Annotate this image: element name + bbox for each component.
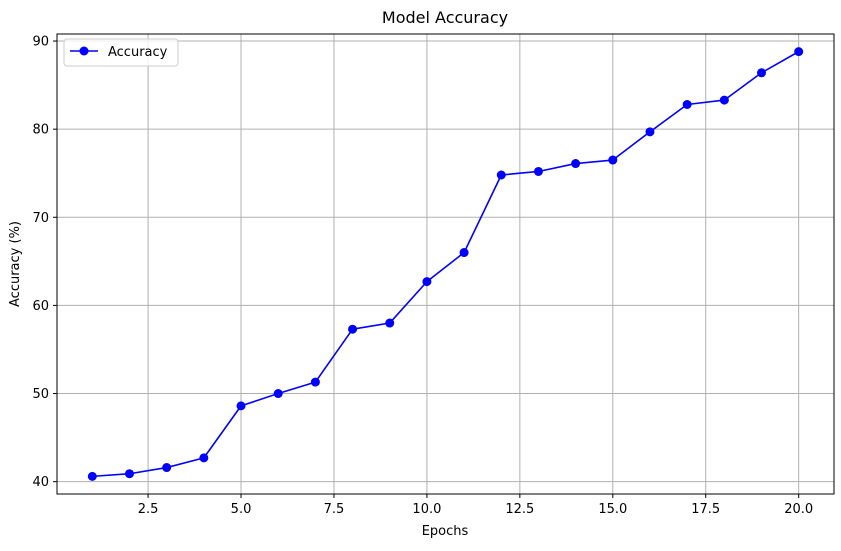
legend-marker	[79, 46, 89, 56]
y-tick-label: 90	[32, 35, 49, 50]
data-point	[608, 155, 618, 165]
data-point	[273, 389, 283, 399]
y-tick-label: 40	[32, 475, 49, 490]
data-point	[794, 47, 804, 57]
data-point	[199, 453, 209, 463]
legend: Accuracy	[63, 38, 179, 67]
x-tick-label: 7.5	[324, 502, 345, 517]
data-point	[125, 469, 134, 479]
x-tick-label: 15.0	[598, 502, 627, 517]
data-point	[310, 377, 320, 387]
x-tick-label: 12.5	[505, 502, 534, 517]
data-point	[496, 170, 506, 180]
x-axis-label: Epochs	[422, 524, 469, 539]
y-tick-label: 70	[32, 211, 49, 226]
data-point	[236, 401, 246, 411]
y-tick-label: 60	[32, 299, 49, 314]
x-tick-label: 20.0	[784, 502, 813, 517]
legend-box	[63, 38, 179, 67]
chart-title: Model Accuracy	[382, 8, 508, 27]
series-line	[92, 50, 800, 478]
data-point	[162, 463, 172, 473]
x-tick-label: 5.0	[231, 502, 252, 517]
x-tick-label: 10.0	[412, 502, 441, 517]
legend-label: Accuracy	[108, 45, 168, 60]
y-tick-label: 50	[32, 387, 49, 402]
data-point	[719, 95, 729, 105]
data-point	[682, 100, 692, 109]
data-point	[385, 318, 395, 328]
data-point	[459, 248, 469, 258]
data-point	[422, 277, 432, 287]
data-point	[645, 127, 655, 137]
y-tick-label: 80	[32, 123, 49, 138]
x-tick-label: 17.5	[691, 502, 720, 517]
data-point	[87, 471, 97, 481]
axis-ticks: 2.5 5.0 7.5 10.0 12.5 15.0 17.5 20.0 40 50 60 70 80 9…	[32, 35, 813, 517]
data-point	[571, 159, 581, 169]
series-layer	[87, 47, 804, 481]
grid	[57, 34, 834, 494]
data-point	[348, 324, 358, 334]
data-point	[757, 68, 766, 78]
y-axis-label: Accuracy (%)	[8, 221, 23, 307]
x-tick-label: 2.5	[138, 502, 159, 517]
data-point	[533, 166, 543, 176]
plot-area-frame	[56, 33, 835, 495]
